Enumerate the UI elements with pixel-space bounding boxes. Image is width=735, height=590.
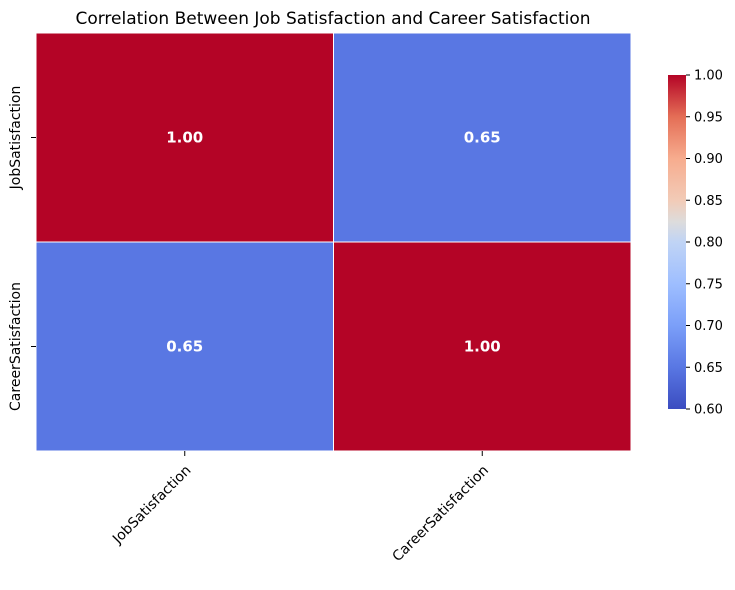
y-tick-label: CareerSatisfaction xyxy=(8,282,24,411)
colorbar-tick-label: 1.00 xyxy=(694,69,723,84)
heatmap-cell-labels: 1.00 0.65 0.65 1.00 xyxy=(166,129,501,356)
colorbar: 0.60 0.65 0.70 0.75 0.80 0.85 0.90 0.95 1.00 xyxy=(668,69,723,418)
heatmap-cell xyxy=(35,241,334,452)
heatmap-cell xyxy=(333,32,632,243)
cell-value-label: 1.00 xyxy=(464,338,501,356)
colorbar-tick-label: 0.70 xyxy=(694,319,723,334)
cell-value-label: 1.00 xyxy=(166,129,203,147)
x-tick-label: CareerSatisfaction xyxy=(390,462,492,564)
heatmap-cell xyxy=(333,241,632,452)
heatmap-cells xyxy=(35,32,632,452)
colorbar-tick-label: 0.95 xyxy=(694,110,723,125)
colorbar-tick-label: 0.65 xyxy=(694,361,723,376)
colorbar-tick-label: 0.80 xyxy=(694,236,723,251)
x-tick-label: JobSatisfaction xyxy=(109,462,194,547)
colorbar-ticks: 0.60 0.65 0.70 0.75 0.80 0.85 0.90 0.95 1.00 xyxy=(686,69,723,418)
colorbar-tick-label: 0.75 xyxy=(694,277,723,292)
colorbar-tick-label: 0.60 xyxy=(694,403,723,418)
colorbar-tick-label: 0.85 xyxy=(694,194,723,209)
heatmap-cell xyxy=(35,32,334,243)
y-tick-label: JobSatisfaction xyxy=(8,86,24,191)
cell-value-label: 0.65 xyxy=(166,338,203,356)
y-axis-ticks: JobSatisfaction CareerSatisfaction xyxy=(8,86,36,411)
cell-value-label: 0.65 xyxy=(464,129,501,147)
x-axis-ticks: JobSatisfaction CareerSatisfaction xyxy=(109,451,492,565)
colorbar-tick-label: 0.90 xyxy=(694,152,723,167)
colorbar-gradient xyxy=(668,75,686,409)
chart-title: Correlation Between Job Satisfaction and… xyxy=(75,9,590,29)
